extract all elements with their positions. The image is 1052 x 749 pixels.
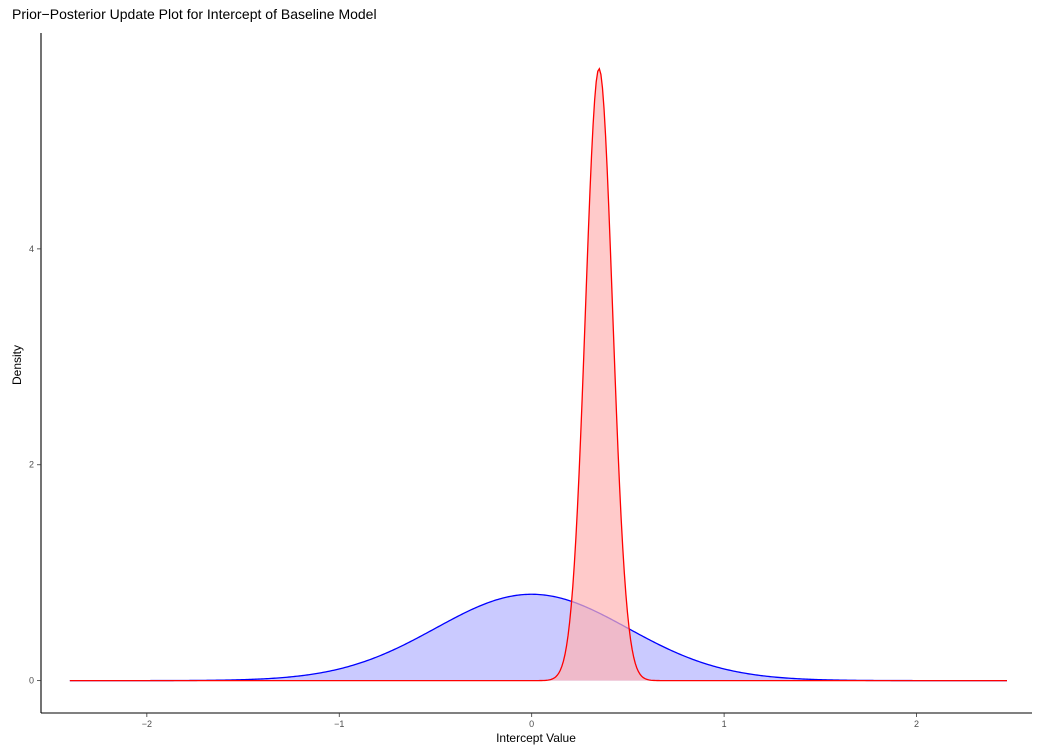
x-tick-label: 0 [529,719,534,729]
x-tick-label: 2 [914,719,919,729]
chart-title: Prior−Posterior Update Plot for Intercep… [12,6,377,22]
prior-density-area [69,594,1007,681]
x-tick-label: 1 [722,719,727,729]
y-tick-label: 4 [29,244,34,254]
x-axis-title: Intercept Value [496,731,576,745]
x-axis-ticks: −2 −1 0 1 2 [142,713,919,729]
posterior-density-line [69,67,1007,682]
y-axis-ticks: 0 2 4 [29,244,41,686]
y-axis-title: Density [10,345,24,385]
x-tick-label: −1 [334,719,344,729]
plot-area [69,67,1007,682]
posterior-density-area [69,68,1007,681]
y-tick-label: 0 [29,676,34,686]
y-tick-label: 2 [29,460,34,470]
x-tick-label: −2 [142,719,152,729]
